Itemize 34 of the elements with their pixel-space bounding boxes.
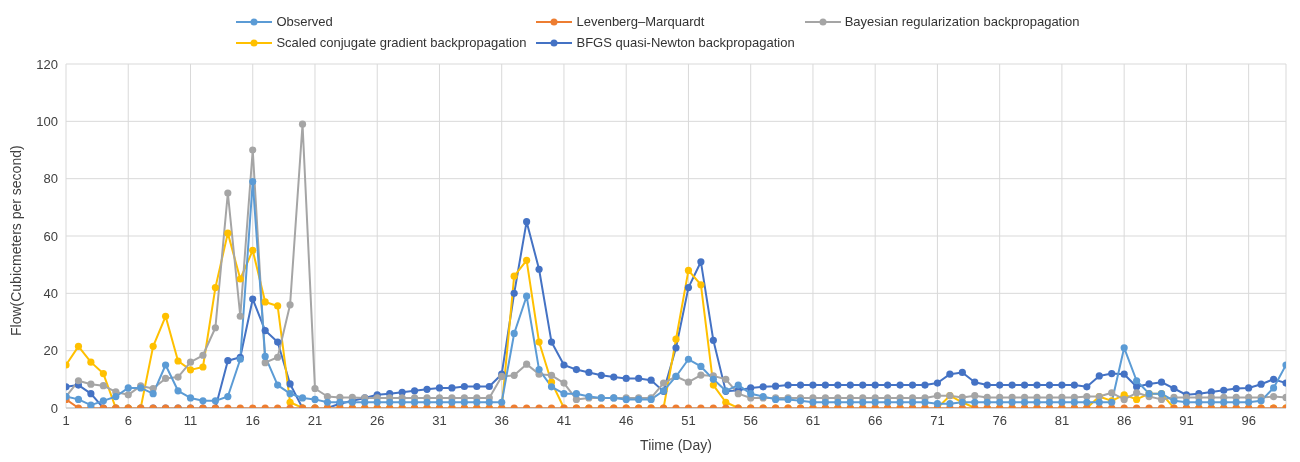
- x-tick-label: 81: [1054, 413, 1070, 429]
- x-tick-label: 56: [743, 413, 758, 429]
- y-tick-label: 60: [43, 228, 58, 244]
- x-tick-label: 6: [124, 413, 132, 429]
- legend-label: Scaled conjugate gradient backpropagation: [276, 35, 527, 50]
- x-tick-label: 11: [183, 413, 198, 429]
- legend-label: Observed: [276, 14, 333, 29]
- y-tick-label: 40: [43, 285, 58, 301]
- x-tick-label: 61: [805, 413, 821, 429]
- x-tick-label: 96: [1241, 413, 1256, 429]
- y-tick-label: 0: [50, 400, 58, 416]
- x-tick-label: 66: [867, 413, 883, 429]
- x-axis-title: Tiime (Day): [640, 437, 712, 453]
- x-tick-label: 36: [494, 413, 509, 429]
- legend-label: Levenberg–Marquardt: [576, 14, 705, 29]
- y-axis-title: Flow(Cubicmeters per second): [7, 145, 24, 336]
- x-tick-label: 26: [369, 413, 385, 429]
- x-tick-label: 51: [681, 413, 696, 429]
- y-tick-label: 80: [43, 171, 58, 187]
- legend-label: BFGS quasi-Newton backpropagation: [576, 35, 795, 50]
- x-tick-label: 76: [992, 413, 1007, 429]
- x-tick-label: 46: [618, 413, 634, 429]
- x-tick-label: 31: [432, 413, 447, 429]
- y-tick-label: 120: [36, 56, 58, 72]
- x-tick-label: 91: [1179, 413, 1194, 429]
- y-tick-label: 20: [43, 343, 58, 359]
- x-tick-label: 41: [556, 413, 572, 429]
- x-tick-label: 21: [307, 413, 323, 429]
- x-tick-label: 16: [245, 413, 260, 429]
- x-tick-label: 1: [62, 413, 70, 429]
- x-tick-label: 86: [1116, 413, 1132, 429]
- y-tick-label: 100: [36, 113, 58, 129]
- legend-label: Bayesian regularization backpropagation: [844, 14, 1080, 29]
- x-tick-label: 71: [930, 413, 945, 429]
